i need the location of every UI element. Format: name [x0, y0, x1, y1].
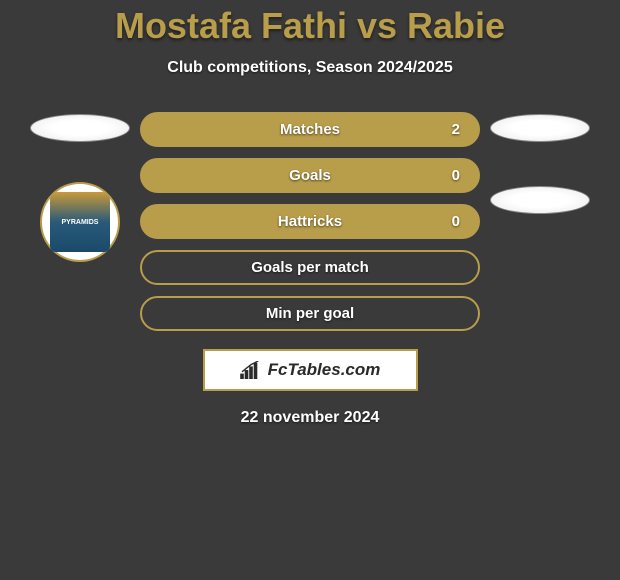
team-logo-pyramids: PYRAMIDS	[40, 182, 120, 262]
stat-label: Hattricks	[278, 213, 342, 230]
stat-label: Goals per match	[251, 259, 369, 276]
comparison-title: Mostafa Fathi vs Rabie	[0, 5, 620, 47]
brand-name: FcTables.com	[268, 360, 381, 380]
stat-label: Min per goal	[266, 305, 354, 322]
chart-icon	[240, 361, 262, 379]
stat-bar-goals-per-match: Goals per match	[140, 250, 480, 285]
left-player-column: PYRAMIDS	[30, 112, 130, 262]
comparison-content: PYRAMIDS Matches 2 Goals 0 Hattricks 0 G…	[0, 112, 620, 331]
player-placeholder-badge	[490, 114, 590, 142]
comparison-subtitle: Club competitions, Season 2024/2025	[0, 59, 620, 77]
stat-bar-goals: Goals 0	[140, 158, 480, 193]
brand-logo-box: FcTables.com	[203, 349, 418, 391]
team-logo-text: PYRAMIDS	[62, 219, 99, 226]
date-text: 22 november 2024	[241, 409, 380, 427]
stat-label: Goals	[289, 167, 331, 184]
stat-value: 2	[452, 121, 460, 138]
team-placeholder-badge	[490, 186, 590, 214]
right-player-column	[490, 112, 590, 214]
stat-bar-min-per-goal: Min per goal	[140, 296, 480, 331]
stat-bar-hattricks: Hattricks 0	[140, 204, 480, 239]
footer: FcTables.com 22 november 2024	[0, 349, 620, 427]
stat-bar-matches: Matches 2	[140, 112, 480, 147]
player-placeholder-badge	[30, 114, 130, 142]
stat-label: Matches	[280, 121, 340, 138]
stats-column: Matches 2 Goals 0 Hattricks 0 Goals per …	[140, 112, 480, 331]
stat-value: 0	[452, 167, 460, 184]
stat-value: 0	[452, 213, 460, 230]
